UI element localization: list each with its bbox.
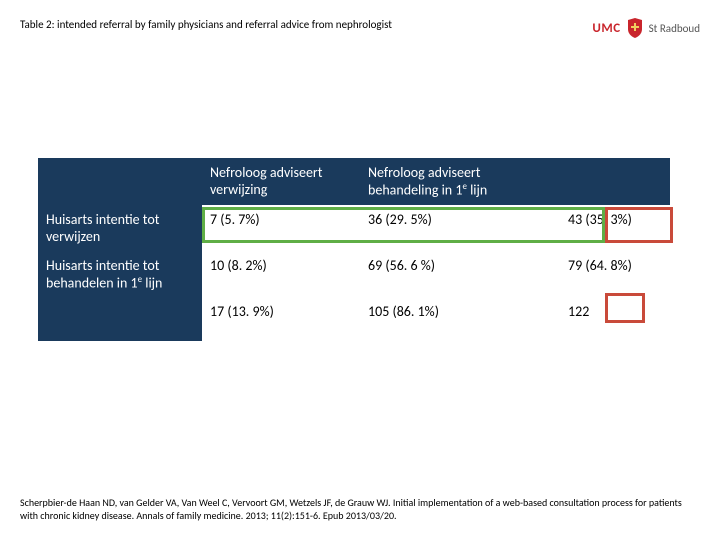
- row2-c1: 17 (13. 9%): [202, 297, 360, 341]
- table-caption: Table 2: intended referral by family phy…: [20, 18, 392, 31]
- shield-icon: [627, 18, 643, 38]
- page-header: Table 2: intended referral by family phy…: [20, 18, 700, 38]
- row1-c2: 69 (56. 6 %): [360, 251, 560, 298]
- row2-c3: 122: [560, 297, 670, 341]
- table-row: Huisarts intentie tot verwijzen 7 (5. 7%…: [38, 205, 670, 251]
- row2-c2: 105 (86. 1%): [360, 297, 560, 341]
- row1-c1: 10 (8. 2%): [202, 251, 360, 298]
- row1-c3: 79 (64. 8%): [560, 251, 670, 298]
- row2-label: [38, 297, 202, 341]
- table-row: Huisarts intentie tot behandelen in 1e l…: [38, 251, 670, 298]
- referral-table: Nefroloog adviseert verwijzing Nefroloog…: [38, 158, 670, 341]
- row0-c2: 36 (29. 5%): [360, 205, 560, 251]
- header-col3: [560, 158, 670, 205]
- row0-c1: 7 (5. 7%): [202, 205, 360, 251]
- table-header-row: Nefroloog adviseert verwijzing Nefroloog…: [38, 158, 670, 205]
- header-col1: Nefroloog adviseert verwijzing: [202, 158, 360, 205]
- institution-logo: UMC St Radboud: [592, 18, 700, 38]
- umc-logo-text: UMC: [592, 21, 620, 36]
- row1-label: Huisarts intentie tot behandelen in 1e l…: [38, 251, 202, 298]
- radboud-text: St Radboud: [649, 22, 700, 35]
- header-col2: Nefroloog adviseert behandeling in 1e li…: [360, 158, 560, 205]
- citation-text: Scherpbier-de Haan ND, van Gelder VA, Va…: [20, 497, 700, 522]
- row0-label: Huisarts intentie tot verwijzen: [38, 205, 202, 251]
- header-blank: [38, 158, 202, 205]
- table-row: 17 (13. 9%) 105 (86. 1%) 122: [38, 297, 670, 341]
- row0-c3: 43 (35. 3%): [560, 205, 670, 251]
